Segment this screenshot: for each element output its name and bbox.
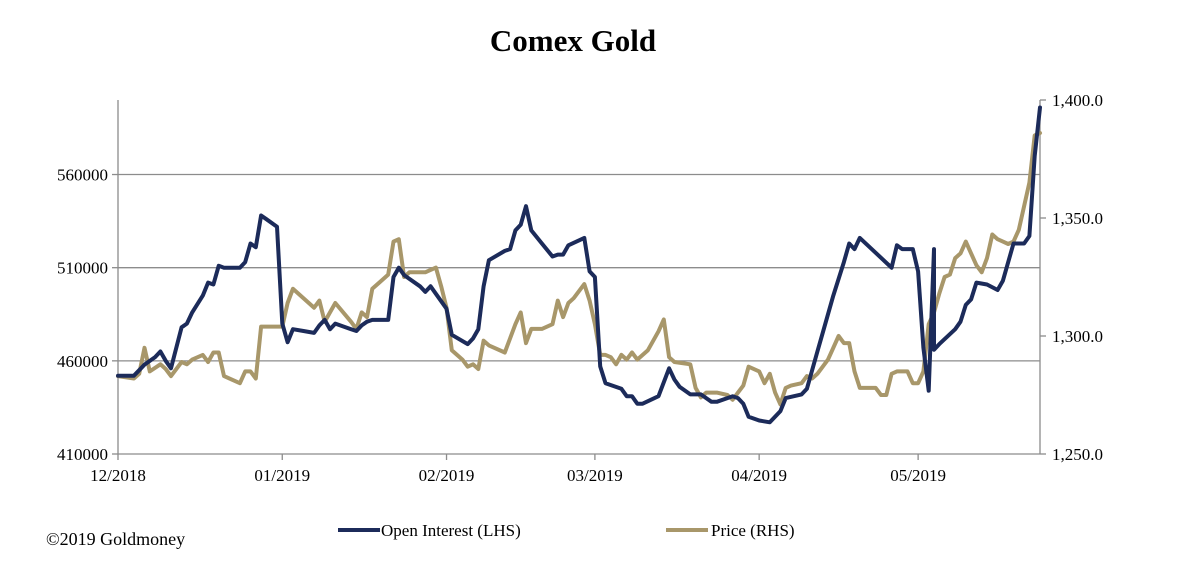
right-tick-label: 1,250.0 bbox=[1052, 445, 1103, 464]
tick-labels: 410000 460000 510000 560000 1,250.0 1,300.0 1,… bbox=[57, 91, 1103, 485]
open-interest-line bbox=[116, 105, 1042, 425]
legend-price-label: Price (RHS) bbox=[711, 521, 795, 540]
x-tick-label: 03/2019 bbox=[567, 466, 623, 485]
x-tick-label: 01/2019 bbox=[254, 466, 310, 485]
legend: Open Interest (LHS) Price (RHS) bbox=[338, 521, 795, 540]
price-line bbox=[116, 131, 1042, 407]
legend-open-interest-label: Open Interest (LHS) bbox=[381, 521, 521, 540]
left-tick-label: 510000 bbox=[57, 259, 108, 278]
copyright-text: ©2019 Goldmoney bbox=[46, 529, 185, 549]
axes bbox=[112, 99, 1046, 460]
x-tick-label: 04/2019 bbox=[731, 466, 787, 485]
right-tick-label: 1,350.0 bbox=[1052, 209, 1103, 228]
x-tick-label: 05/2019 bbox=[890, 466, 946, 485]
chart-title: Comex Gold bbox=[490, 23, 656, 58]
right-tick-label: 1,300.0 bbox=[1052, 327, 1103, 346]
left-tick-label: 560000 bbox=[57, 166, 108, 185]
x-tick-label: 12/2018 bbox=[90, 466, 146, 485]
series-lines bbox=[116, 105, 1042, 425]
left-tick-label: 460000 bbox=[57, 352, 108, 371]
right-tick-label: 1,400.0 bbox=[1052, 91, 1103, 110]
gridlines bbox=[118, 173, 1040, 362]
left-tick-label: 410000 bbox=[57, 445, 108, 464]
x-tick-label: 02/2019 bbox=[419, 466, 475, 485]
